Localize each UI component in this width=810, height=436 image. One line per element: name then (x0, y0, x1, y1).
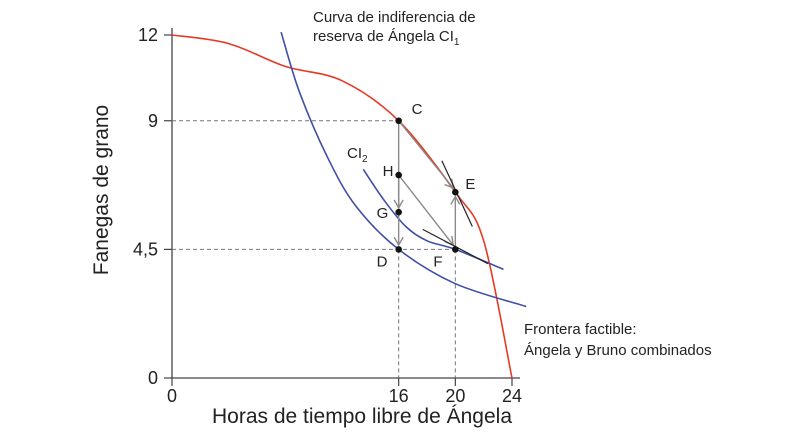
arrow-c-to-e (398, 120, 454, 189)
frontier-annotation-line1: Frontera factible: (524, 321, 637, 338)
x-axis-title: Horas de tiempo libre de Ángela (212, 405, 512, 428)
y-tick-label: 4,5 (133, 239, 158, 259)
arrow-c-to-d-head (393, 236, 404, 247)
ci2-curve (362, 168, 504, 271)
arrow-h-to-g-head (393, 199, 404, 210)
ci1-annotation-text: reserva de Ángela CI (313, 28, 454, 45)
point-g (395, 208, 402, 216)
y-tick-label: 9 (148, 111, 158, 131)
ci1-annotation-line2: reserva de Ángela CI1 (313, 28, 460, 48)
feasible-frontier-curve (171, 34, 513, 379)
point-c (395, 117, 402, 125)
y-tick-label: 0 (148, 368, 158, 388)
x-tick-label: 24 (502, 386, 522, 406)
point-d (395, 246, 402, 253)
point-label-d: D (377, 253, 388, 270)
x-tick-label: 0 (167, 386, 177, 406)
point-label-f: F (433, 253, 442, 270)
point-h (395, 171, 402, 179)
point-label-g: G (377, 205, 389, 222)
ci1-annotation-line1: Curva de indiferencia de (313, 9, 476, 26)
ci2-label-text: CI (347, 145, 362, 162)
point-label-e: E (465, 176, 475, 193)
y-tick-label: 12 (138, 25, 158, 45)
x-tick-label: 20 (445, 386, 465, 406)
point-label-c: C (412, 101, 423, 118)
point-f (452, 246, 459, 253)
ci1-curve (280, 31, 527, 308)
point-label-h: H (383, 163, 394, 180)
arrow-h-to-f (398, 174, 454, 246)
point-e (452, 188, 459, 196)
ci2-label: CI2 (347, 145, 368, 165)
arrow-f-to-e-head (450, 195, 461, 205)
frontier-annotation-line2: Ángela y Bruno combinados (524, 342, 712, 359)
ci1-annotation-sub: 1 (454, 37, 460, 48)
ci2-label-sub: 2 (362, 154, 368, 165)
x-tick-label: 16 (389, 386, 409, 406)
y-axis-title: Fanegas de grano (90, 105, 113, 275)
